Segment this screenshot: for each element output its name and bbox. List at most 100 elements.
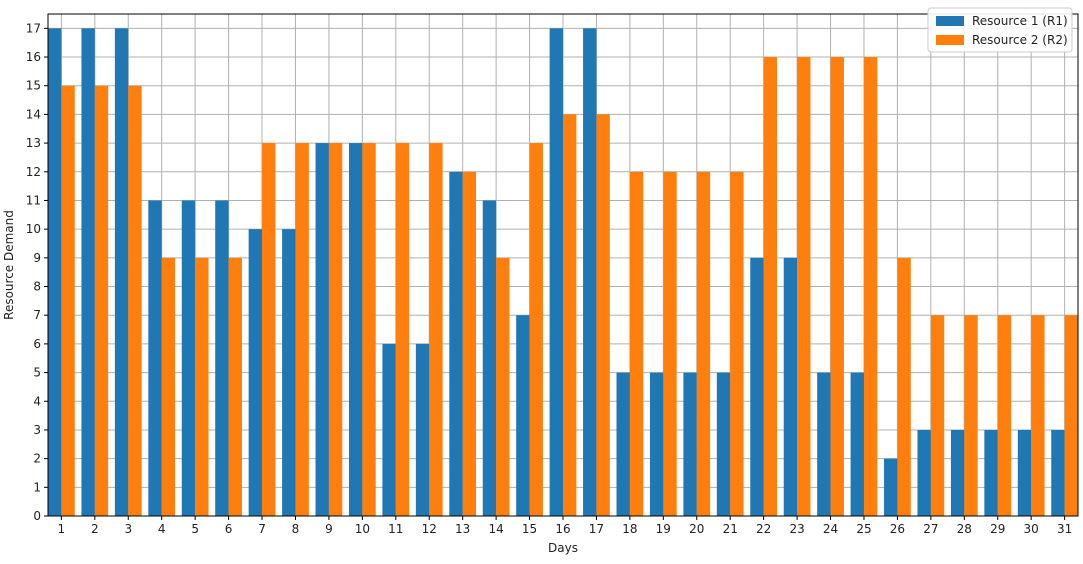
y-tick-label: 13 <box>26 136 41 150</box>
x-tick-label: 16 <box>555 522 570 536</box>
x-tick-label: 10 <box>355 522 370 536</box>
y-tick-label: 4 <box>33 394 41 408</box>
y-tick-label: 12 <box>26 165 41 179</box>
bar-series-1-day-8 <box>282 229 296 516</box>
labels-layer: Days Resource Demand <box>2 210 578 555</box>
x-tick-label: 29 <box>990 522 1005 536</box>
bar-series-2-day-9 <box>328 143 343 517</box>
bar-series-1-day-14 <box>482 200 497 516</box>
bar-series-2-day-18 <box>629 171 644 516</box>
bar-series-1-day-20 <box>683 372 697 516</box>
bar-series-1-day-18 <box>616 372 630 516</box>
bar-series-1-day-23 <box>783 257 798 516</box>
bar-series-1-day-19 <box>649 372 664 516</box>
bar-series-2-day-10 <box>362 143 376 517</box>
x-tick-label: 25 <box>856 522 871 536</box>
bar-series-1-day-9 <box>315 143 329 517</box>
y-axis-label: Resource Demand <box>2 210 16 320</box>
y-tick-label: 10 <box>26 222 41 236</box>
x-axis-label: Days <box>548 541 578 555</box>
y-tick-label: 15 <box>26 79 41 93</box>
bar-series-2-day-1 <box>61 85 75 516</box>
x-tick-label: 12 <box>422 522 437 536</box>
bar-series-1-day-16 <box>549 28 563 516</box>
bar-series-2-day-25 <box>863 57 878 517</box>
y-tick-label: 16 <box>26 50 41 64</box>
x-tick-label: 27 <box>923 522 938 536</box>
x-tick-label: 20 <box>689 522 704 536</box>
x-tick-label: 5 <box>191 522 199 536</box>
bar-series-2-day-2 <box>94 85 109 516</box>
legend-label-2: Resource 2 (R2) <box>972 33 1068 47</box>
x-tick-label: 7 <box>258 522 266 536</box>
x-tick-label: 4 <box>158 522 166 536</box>
bar-series-1-day-1 <box>48 28 62 516</box>
bar-series-2-day-28 <box>964 315 978 516</box>
y-tick-label: 7 <box>33 308 41 322</box>
legend-label-1: Resource 1 (R1) <box>972 14 1068 28</box>
bar-series-1-day-28 <box>950 429 965 516</box>
y-tick-label: 5 <box>33 366 41 380</box>
x-tick-label: 17 <box>589 522 604 536</box>
bar-series-2-day-26 <box>897 257 911 516</box>
x-tick-label: 19 <box>656 522 671 536</box>
bar-series-2-day-19 <box>663 171 677 516</box>
y-tick-label: 8 <box>33 280 41 294</box>
bar-series-2-day-16 <box>563 114 577 517</box>
bar-series-2-day-3 <box>128 85 142 516</box>
y-tick-label: 1 <box>33 480 41 494</box>
bar-series-2-day-15 <box>529 143 543 517</box>
x-tick-label: 24 <box>823 522 838 536</box>
bar-series-1-day-6 <box>215 200 229 516</box>
x-tick-label: 28 <box>957 522 972 536</box>
x-tick-label: 22 <box>756 522 771 536</box>
bars-layer <box>48 28 1078 517</box>
x-tick-label: 9 <box>325 522 333 536</box>
legend-swatch-2 <box>936 35 964 45</box>
bar-series-2-day-7 <box>262 143 276 517</box>
bar-series-2-day-11 <box>395 143 410 517</box>
bar-series-1-day-26 <box>884 458 898 516</box>
y-tick-label: 3 <box>33 423 41 437</box>
x-tick-label: 31 <box>1057 522 1072 536</box>
bar-series-2-day-14 <box>496 257 510 516</box>
bar-series-1-day-30 <box>1017 429 1032 516</box>
bar-series-2-day-6 <box>228 257 242 516</box>
y-tick-label: 11 <box>26 193 41 207</box>
bar-series-2-day-22 <box>763 57 778 517</box>
bar-series-2-day-12 <box>429 143 443 517</box>
x-tick-label: 3 <box>124 522 132 536</box>
bar-series-1-day-21 <box>716 372 731 516</box>
bar-series-1-day-5 <box>181 200 196 516</box>
x-tick-label: 26 <box>890 522 905 536</box>
x-tick-label: 14 <box>488 522 503 536</box>
bar-series-2-day-8 <box>295 143 309 517</box>
bar-series-1-day-24 <box>817 372 831 516</box>
axes-layer: 1 2 3 4 5 6 7 8 9 10 11 12 13 14 15 16 17 18 19 20 21 22 23 24 2… <box>26 13 1079 536</box>
bar-series-1-day-15 <box>516 315 530 516</box>
bar-series-1-day-2 <box>81 28 95 516</box>
y-tick-label: 0 <box>33 509 41 523</box>
legend: Resource 1 (R1) Resource 2 (R2) <box>927 7 1073 53</box>
bar-series-1-day-3 <box>114 28 129 516</box>
bar-series-1-day-25 <box>850 372 864 516</box>
x-tick-label: 2 <box>91 522 99 536</box>
y-tick-label: 9 <box>33 251 41 265</box>
x-tick-label: 11 <box>388 522 403 536</box>
bar-series-2-day-23 <box>797 57 811 517</box>
bar-series-1-day-22 <box>750 257 764 516</box>
bar-series-1-day-7 <box>248 229 263 516</box>
bar-series-1-day-17 <box>583 28 597 516</box>
bar-series-2-day-4 <box>161 257 176 516</box>
bar-series-2-day-31 <box>1064 315 1078 516</box>
y-tick-label: 14 <box>26 107 41 121</box>
bar-series-1-day-13 <box>449 171 463 516</box>
x-tick-label: 18 <box>622 522 637 536</box>
y-tick-label: 6 <box>33 337 41 351</box>
x-tick-label: 15 <box>522 522 537 536</box>
x-tick-label: 13 <box>455 522 470 536</box>
y-tick-label: 2 <box>33 452 41 466</box>
x-tick-label: 1 <box>58 522 66 536</box>
bar-series-1-day-11 <box>382 343 396 516</box>
